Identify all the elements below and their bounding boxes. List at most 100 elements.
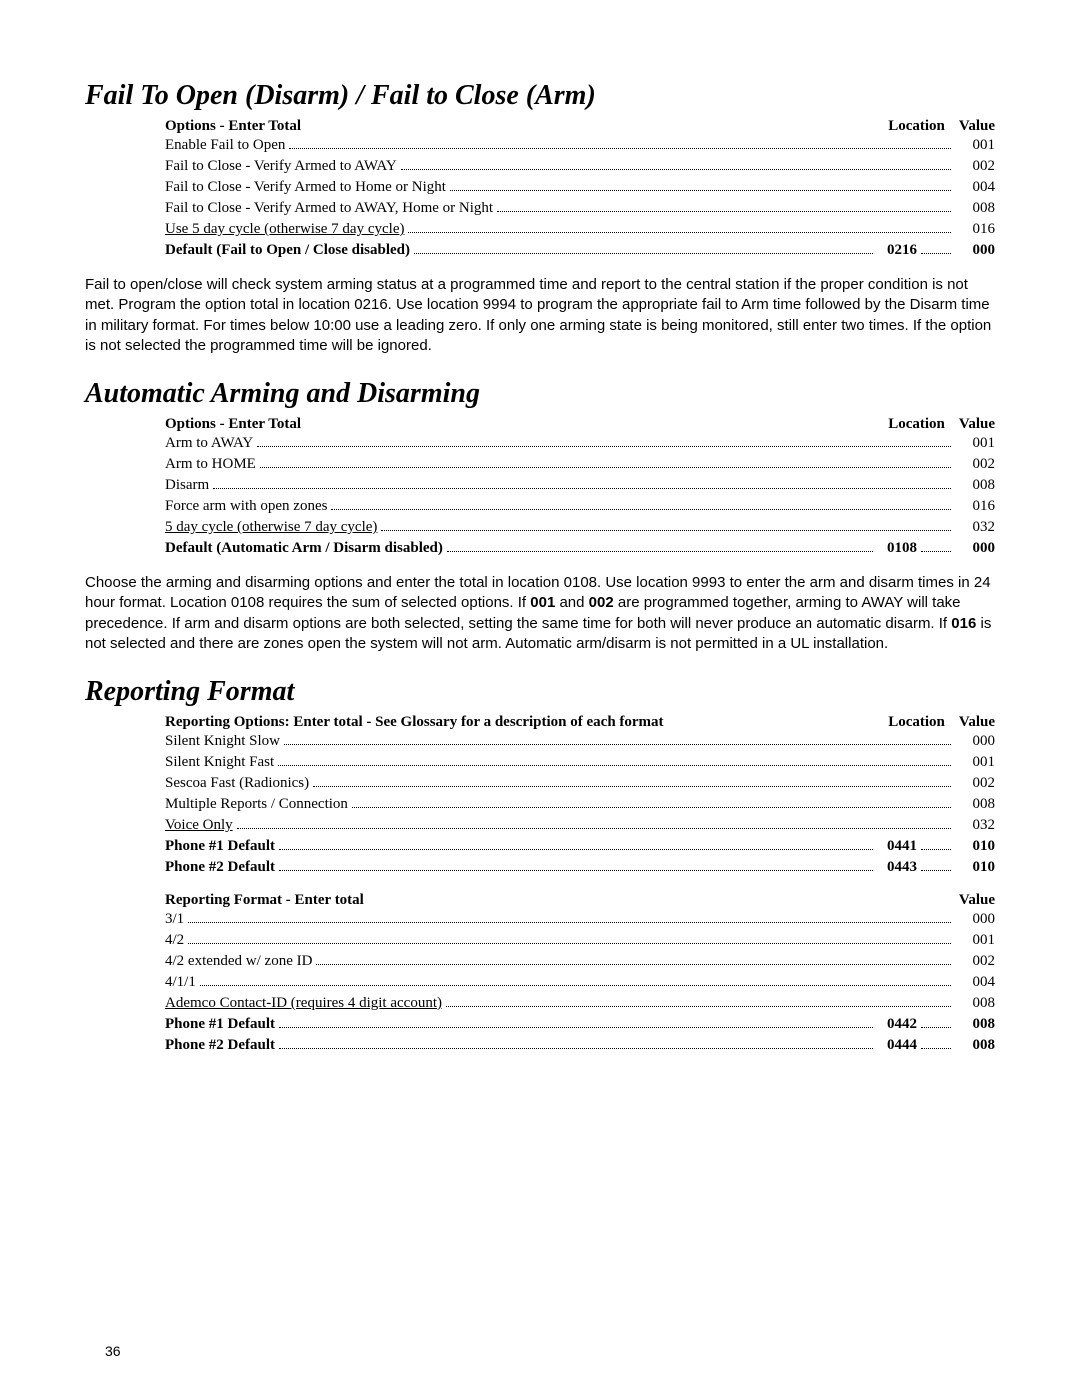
leader-dots	[284, 744, 951, 745]
leader-dots	[921, 849, 951, 850]
bold-value: 002	[589, 594, 614, 611]
option-value: 008	[955, 475, 995, 496]
option-label: Arm to HOME	[165, 454, 256, 475]
option-row: Disarm 008	[165, 475, 995, 496]
options-header-1: Options - Enter Total Location Value	[165, 118, 995, 135]
option-row: Arm to AWAY001	[165, 433, 995, 454]
leader-dots	[414, 253, 873, 254]
option-location: 0443	[877, 857, 917, 878]
option-row: 4/2 extended w/ zone ID 002	[165, 951, 995, 972]
header-label: Options - Enter Total	[165, 118, 888, 135]
header-label: Reporting Options: Enter total - See Glo…	[165, 714, 888, 731]
option-label: Force arm with open zones	[165, 496, 327, 517]
option-value: 002	[955, 156, 995, 177]
option-value: 008	[955, 993, 995, 1014]
section-title-fail-open-close: Fail To Open (Disarm) / Fail to Close (A…	[85, 80, 995, 112]
option-value: 008	[955, 1014, 995, 1035]
option-label: 4/1/1	[165, 972, 196, 993]
option-value: 008	[955, 1035, 995, 1056]
option-value: 001	[955, 930, 995, 951]
option-row: Phone #1 Default0441010	[165, 836, 995, 857]
option-row: Phone #2 Default 0444 008	[165, 1035, 995, 1056]
option-label: Default (Automatic Arm / Disarm disabled…	[165, 538, 443, 559]
option-value: 000	[955, 240, 995, 261]
option-value: 001	[955, 433, 995, 454]
option-location: 0444	[877, 1035, 917, 1056]
leader-dots	[446, 1006, 951, 1007]
option-row: Default (Fail to Open / Close disabled)0…	[165, 240, 995, 261]
leader-dots	[188, 943, 951, 944]
document-page: Fail To Open (Disarm) / Fail to Close (A…	[0, 0, 1080, 1397]
option-row: 4/2 001	[165, 930, 995, 951]
leader-dots	[921, 253, 951, 254]
option-row: Silent Knight Slow 000	[165, 731, 995, 752]
option-value: 000	[955, 731, 995, 752]
option-label: 4/2 extended w/ zone ID	[165, 951, 312, 972]
leader-dots	[260, 467, 951, 468]
section-title-auto-arm: Automatic Arming and Disarming	[85, 378, 995, 410]
option-value: 010	[955, 857, 995, 878]
option-row: Enable Fail to Open001	[165, 135, 995, 156]
option-row: Fail to Close - Verify Armed to Home or …	[165, 177, 995, 198]
option-value: 032	[955, 815, 995, 836]
leader-dots	[921, 870, 951, 871]
header-location: Location	[888, 118, 945, 135]
leader-dots	[408, 232, 951, 233]
option-value: 002	[955, 773, 995, 794]
option-label: Silent Knight Fast	[165, 752, 274, 773]
option-label: Fail to Close - Verify Armed to Home or …	[165, 177, 446, 198]
option-label: Fail to Close - Verify Armed to AWAY	[165, 156, 397, 177]
option-label: Disarm	[165, 475, 209, 496]
option-value: 004	[955, 972, 995, 993]
option-row: 3/1 000	[165, 909, 995, 930]
option-value: 032	[955, 517, 995, 538]
header-location: Location	[888, 416, 945, 433]
option-label: Phone #2 Default	[165, 857, 275, 878]
leader-dots	[279, 1048, 873, 1049]
option-label: 4/2	[165, 930, 184, 951]
leader-dots	[331, 509, 951, 510]
header-location: Location	[888, 714, 945, 731]
option-value: 001	[955, 135, 995, 156]
leader-dots	[497, 211, 951, 212]
section-title-reporting-format: Reporting Format	[85, 676, 995, 708]
option-value: 000	[955, 909, 995, 930]
option-label: Phone #1 Default	[165, 1014, 275, 1035]
option-value: 002	[955, 454, 995, 475]
option-value: 016	[955, 496, 995, 517]
leader-dots	[921, 551, 951, 552]
header-value: Value	[959, 118, 995, 135]
leader-dots	[279, 870, 873, 871]
leader-dots	[257, 446, 951, 447]
header-label: Options - Enter Total	[165, 416, 888, 433]
option-value: 002	[955, 951, 995, 972]
leader-dots	[213, 488, 951, 489]
option-value: 008	[955, 794, 995, 815]
option-row: Phone #2 Default 0443 010	[165, 857, 995, 878]
bold-value: 001	[530, 594, 555, 611]
option-row: Use 5 day cycle (otherwise 7 day cycle)0…	[165, 219, 995, 240]
section2-paragraph: Choose the arming and disarming options …	[85, 573, 995, 654]
option-label: Sescoa Fast (Radionics)	[165, 773, 309, 794]
leader-dots	[237, 828, 951, 829]
leader-dots	[278, 765, 951, 766]
option-row: Force arm with open zones 016	[165, 496, 995, 517]
option-label: Silent Knight Slow	[165, 731, 280, 752]
leader-dots	[921, 1027, 951, 1028]
option-label: Ademco Contact-ID (requires 4 digit acco…	[165, 993, 442, 1014]
options-block-3a: Reporting Options: Enter total - See Glo…	[165, 714, 995, 878]
option-value: 010	[955, 836, 995, 857]
leader-dots	[200, 985, 951, 986]
bold-value: 016	[951, 615, 976, 632]
options-block-3b: Reporting Format - Enter total Value 3/1…	[165, 892, 995, 1056]
option-value: 004	[955, 177, 995, 198]
leader-dots	[279, 849, 873, 850]
option-location: 0441	[877, 836, 917, 857]
option-value: 000	[955, 538, 995, 559]
option-row: 4/1/1 004	[165, 972, 995, 993]
leader-dots	[279, 1027, 873, 1028]
option-label: 3/1	[165, 909, 184, 930]
option-label: Phone #2 Default	[165, 1035, 275, 1056]
option-label: 5 day cycle (otherwise 7 day cycle)	[165, 517, 377, 538]
header-value: Value	[959, 416, 995, 433]
